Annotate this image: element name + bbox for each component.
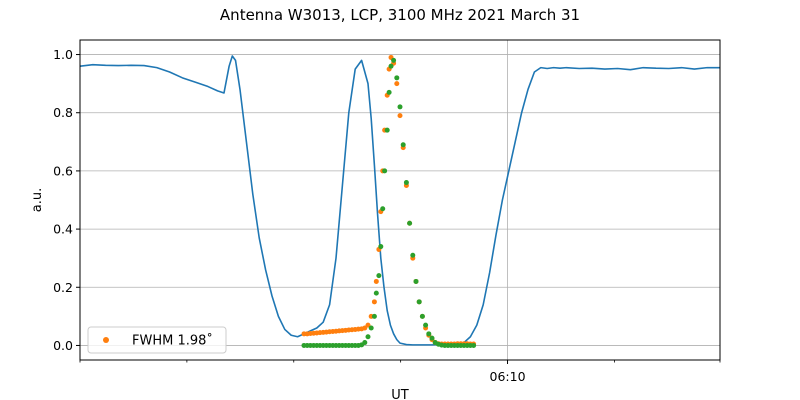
scatter-point [403,180,409,186]
scatter-point [380,206,386,212]
scatter-point [388,63,394,69]
scatter-point [426,331,432,337]
y-axis-label: a.u. [30,188,45,212]
y-tick-label: 0.2 [53,280,73,295]
y-tick-label: 1.0 [53,47,73,62]
scatter-point [373,278,379,284]
scatter-point [382,168,388,174]
scatter-point [365,334,371,340]
chart-title: Antenna W3013, LCP, 3100 MHz 2021 March … [220,6,580,24]
scatter-point [368,325,374,331]
legend-marker [103,337,109,343]
scatter-point [397,104,403,110]
legend: FWHM 1.98˚ [87,326,227,354]
scatter-point [423,322,429,328]
plot-frame [79,39,721,361]
scatter-point [397,113,403,119]
scatter-point [429,335,435,341]
scatter-point [376,273,382,279]
scatter-point [373,290,379,296]
scatter-point [362,340,368,346]
series-line [80,55,720,346]
scatter-point [391,57,397,63]
scatter-point [378,244,384,250]
scatter-point [384,127,390,133]
y-tick-label: 0.4 [53,222,73,237]
legend-label: FWHM 1.98˚ [132,333,213,349]
scatter-point [365,322,371,328]
scatter-point [362,325,368,331]
y-tick-label: 0.0 [53,338,73,353]
axis-ticks: 0.0 0.2 0.4 0.6 0.8 1.0 06:10 [53,47,721,384]
scatter-point [371,299,377,305]
scatter-point [394,75,400,81]
scatter-point [471,342,477,348]
y-tick-label: 0.8 [53,105,73,120]
plot-series [80,54,720,348]
y-tick-label: 0.6 [53,163,73,178]
scatter-point [407,220,413,226]
x-tick-label: 06:10 [490,369,526,384]
scatter-point [394,81,400,87]
scatter-point [400,142,406,148]
scatter-point [386,89,392,95]
x-axis-label: UT [391,388,409,400]
scatter-point [371,313,377,319]
scatter-point [419,313,425,319]
legend-box [87,326,227,354]
scatter-point [410,252,416,258]
scatter-point [413,278,419,284]
scatter-point [416,299,422,305]
